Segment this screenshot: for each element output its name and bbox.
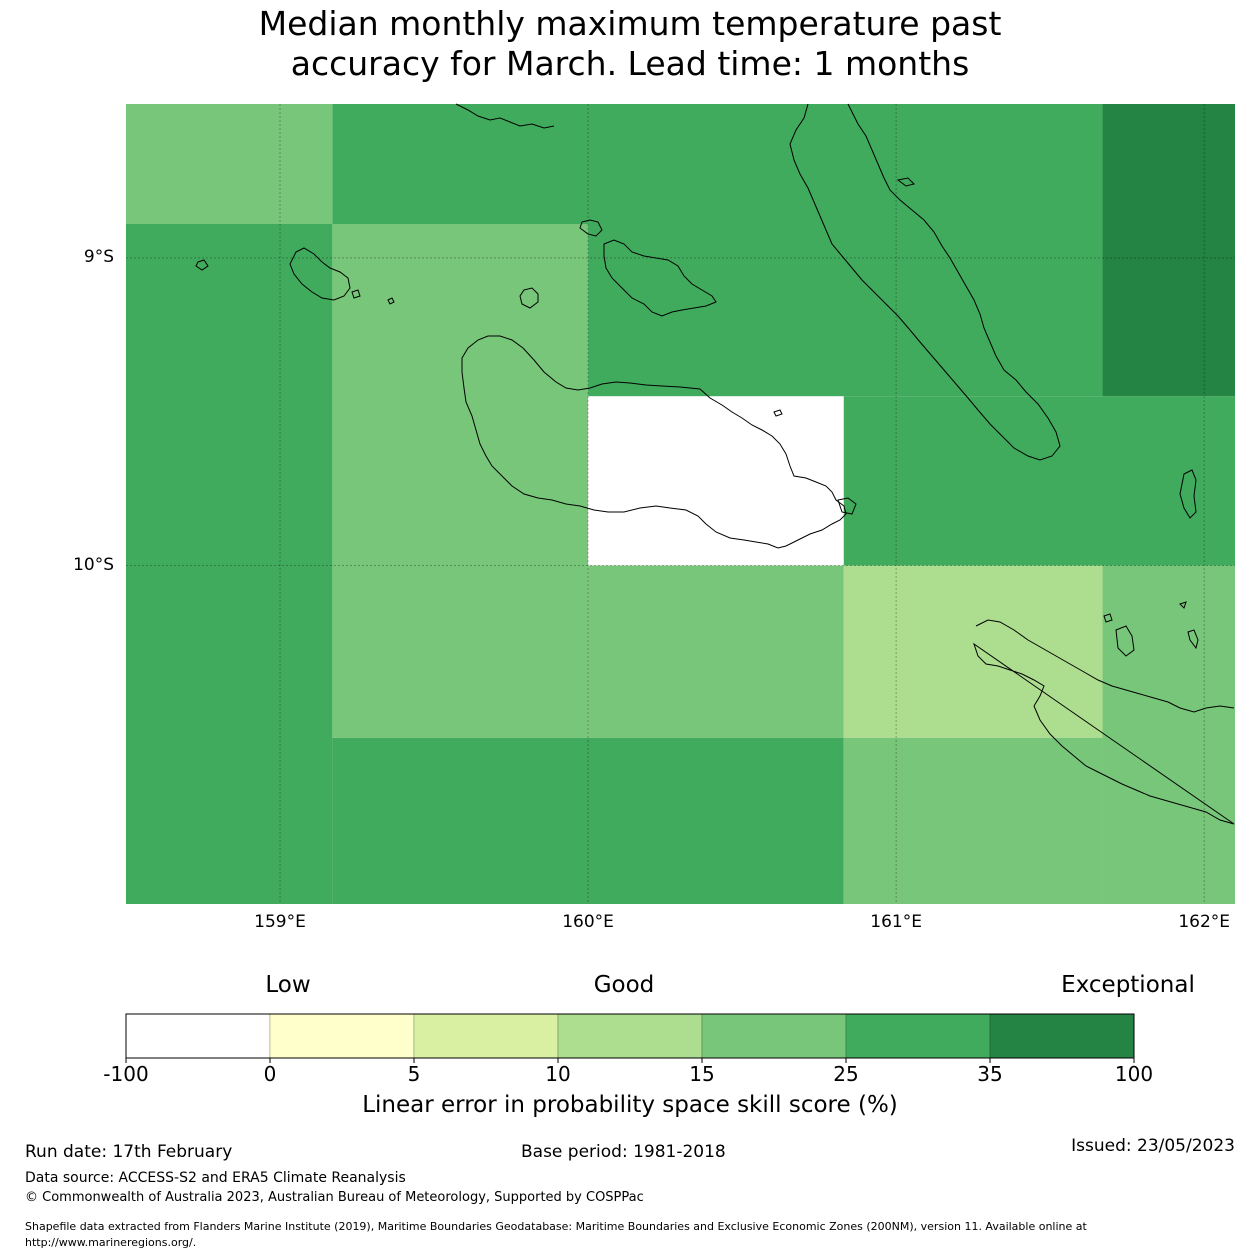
coastline-islet-a — [195, 259, 209, 271]
coastline-islet-b — [387, 297, 395, 305]
coastline-nggela-main — [603, 239, 717, 317]
coastline-islet-g — [837, 497, 857, 515]
colorbar-tick-label: 10 — [545, 1062, 571, 1086]
coastline-isabel — [455, 103, 555, 129]
colorbar-word-good: Good — [593, 972, 655, 998]
map-title-line-1: Median monthly maximum temperature past — [258, 4, 1002, 43]
copyright: © Commonwealth of Australia 2023, Austra… — [25, 1190, 644, 1205]
longitude-tick-label: 162°E — [1178, 912, 1231, 932]
skill-cell-25-35 — [126, 224, 333, 904]
coastline-ulawa — [1115, 625, 1135, 657]
colorbar-tick-label: 100 — [1114, 1062, 1154, 1086]
coastlines — [195, 103, 1235, 825]
colorbar-tick-label: 15 — [689, 1062, 715, 1086]
coastline-islet-e — [1179, 469, 1197, 519]
skill-cell-25-35 — [588, 224, 1103, 397]
colorbar-tick-label: 5 — [407, 1062, 421, 1086]
coastline-nggela — [579, 219, 603, 237]
colorbar-word-low: Low — [265, 972, 311, 998]
coastline-guadalcanal — [461, 335, 847, 549]
colorbar-tick-label: -100 — [103, 1062, 149, 1086]
map-title-line-2: accuracy for March. Lead time: 1 months — [290, 44, 970, 83]
longitude-tick-label: 160°E — [562, 912, 614, 932]
latitude-tick-label: 9°S — [83, 246, 114, 267]
colorbar-tick-label: 35 — [977, 1062, 1003, 1086]
coastline-islet-f — [773, 409, 783, 417]
run-date: Run date: 17th February — [25, 1142, 233, 1162]
coastline-islet-i — [1179, 601, 1187, 609]
latitude-tick-label: 10°S — [73, 554, 114, 575]
shapefile-credit: Shapefile data extracted from Flanders M… — [25, 1220, 1087, 1233]
colorbar-label: Linear error in probability space skill … — [362, 1092, 898, 1118]
coastline-islet-d — [896, 177, 915, 187]
map-title: Median monthly maximum temperature past … — [0, 4, 1260, 84]
coastline-russell — [289, 247, 351, 301]
coastline-malaita — [789, 103, 1061, 461]
coastline-islet-h — [1103, 613, 1113, 623]
colorbar-word-exceptional: Exceptional — [1061, 972, 1195, 998]
skill-cell-no-data — [588, 396, 844, 566]
coastline-makira — [973, 619, 1235, 825]
coastline-islet-c — [351, 289, 361, 299]
longitude-tick-label: 159°E — [254, 912, 306, 932]
colorbar-tick-label: 25 — [833, 1062, 859, 1086]
skill-cell-15-25 — [1102, 565, 1235, 904]
colorbar-tick-label: 0 — [263, 1062, 277, 1086]
longitude-tick-label: 161°E — [870, 912, 922, 932]
shapefile-url: http://www.marineregions.org/. — [25, 1236, 197, 1249]
skill-cell-25-35 — [843, 396, 1235, 566]
coastline-savo — [519, 287, 539, 309]
coastline-islet-j — [1187, 629, 1199, 650]
skill-cell-10-15 — [843, 565, 1103, 738]
data-source: Data source: ACCESS-S2 and ERA5 Climate … — [25, 1170, 406, 1186]
skill-cell-25-35 — [332, 737, 844, 904]
skill-cell-35-100 — [1102, 104, 1235, 397]
skill-cells — [126, 104, 1235, 904]
issued-date: Issued: 23/05/2023 — [1071, 1136, 1235, 1156]
base-period: Base period: 1981-2018 — [521, 1142, 726, 1162]
skill-cell-15-25 — [588, 565, 844, 738]
skill-cell-25-35 — [332, 104, 1103, 224]
skill-cell-15-25 — [332, 224, 589, 738]
skill-cell-15-25 — [126, 104, 333, 224]
skill-cell-15-25 — [843, 737, 1103, 904]
graticule — [126, 104, 1235, 904]
